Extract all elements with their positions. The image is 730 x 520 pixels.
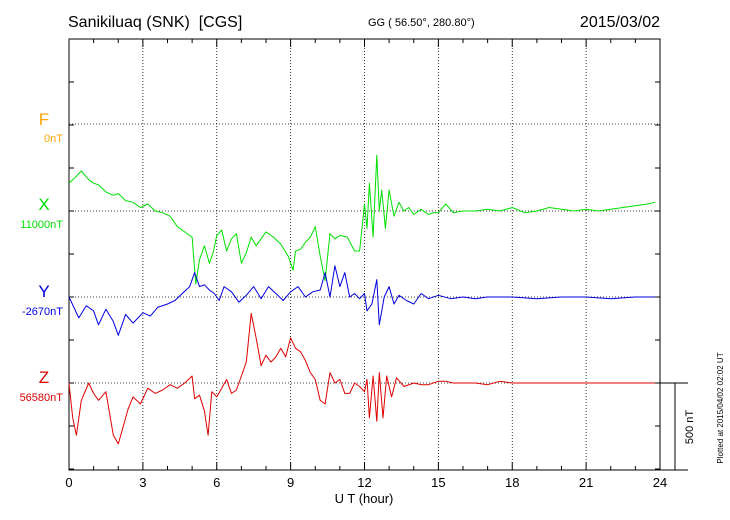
x-tick-label: 0 — [65, 475, 72, 490]
scale-bar-label: 500 nT — [684, 410, 696, 445]
baseline-label-y: -2670nT — [22, 306, 63, 318]
data-traces — [68, 154, 656, 445]
series-label-z: Z — [39, 368, 49, 387]
baseline-label-x: 11000nT — [20, 219, 63, 231]
baseline-label-z: 56580nT — [20, 392, 64, 404]
x-tick-label: 15 — [431, 475, 445, 490]
x-axis-label: U T (hour) — [335, 491, 394, 506]
grid — [69, 39, 660, 470]
x-tick-label: 21 — [579, 475, 593, 490]
x-tick-label: 3 — [139, 475, 146, 490]
x-axis: 0 3 6 9 12 15 18 21 24 — [65, 39, 667, 490]
trace-x — [68, 154, 656, 285]
trace-y — [68, 265, 656, 336]
geographic-coords: GG ( 56.50°, 280.80°) — [368, 17, 475, 29]
plotted-at-note: Plotted at 2015/04/02 02:02 UT — [716, 352, 725, 463]
series-label-f: F — [39, 110, 49, 129]
x-tick-label: 6 — [213, 475, 220, 490]
scale-bar: 500 nT — [660, 382, 696, 471]
baseline-label-f: 0nT — [44, 133, 63, 145]
station-title: Sanikiluaq (SNK) [CGS] — [68, 14, 242, 31]
series-label-x: X — [38, 195, 49, 214]
x-tick-label: 18 — [505, 475, 519, 490]
x-tick-label: 12 — [357, 475, 371, 490]
plot-date: 2015/03/02 — [580, 14, 660, 31]
series-label-y: Y — [38, 282, 49, 301]
x-tick-label: 9 — [287, 475, 294, 490]
x-tick-label: 24 — [653, 475, 667, 490]
trace-z — [68, 312, 656, 445]
